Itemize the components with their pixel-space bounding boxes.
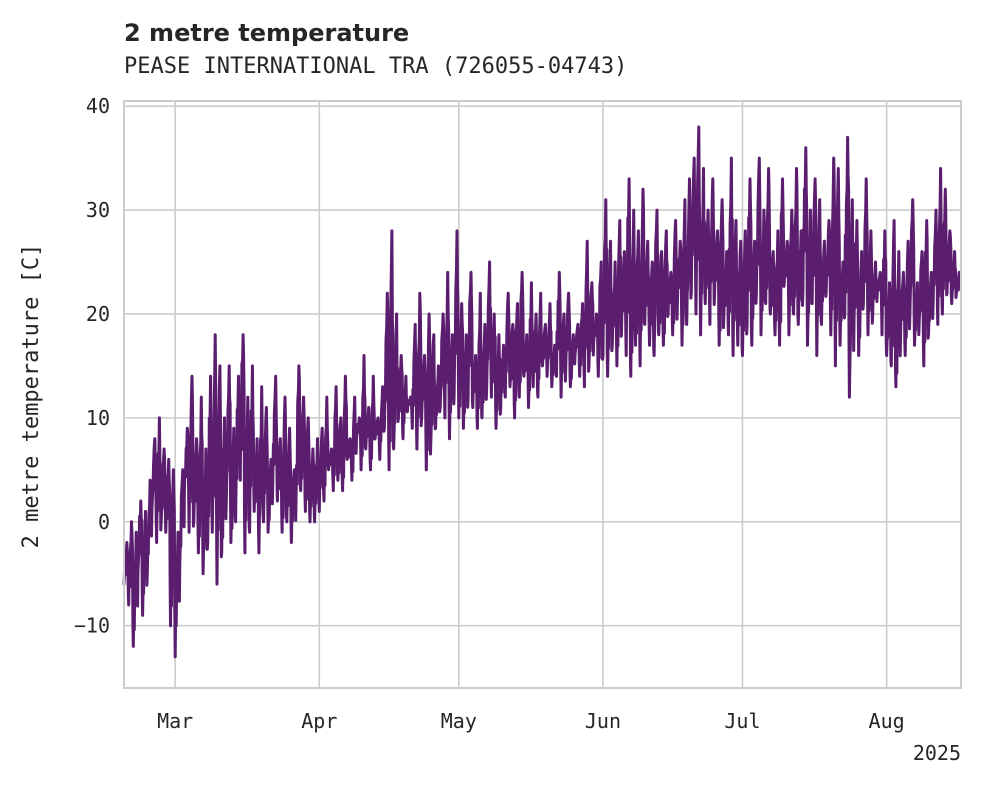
plot-frame [123, 100, 962, 689]
x-tick-label: May [441, 709, 477, 733]
y-tick-label: 20 [86, 302, 110, 326]
x-tick-label: Apr [301, 709, 337, 733]
x-axis-ticks: Mar Apr May Jun Jul Aug [157, 709, 905, 733]
x-axis-year-label: 2025 [913, 741, 961, 765]
y-tick-label: 30 [86, 198, 110, 222]
y-tick-label: −10 [74, 614, 110, 638]
y-tick-label: 40 [86, 94, 110, 118]
y-tick-label: 10 [86, 406, 110, 430]
x-tick-label: Jul [724, 709, 760, 733]
x-tick-label: Aug [869, 709, 905, 733]
chart-title: 2 metre temperature [124, 19, 409, 47]
y-tick-label: 0 [98, 510, 110, 534]
x-tick-label: Jun [585, 709, 621, 733]
x-tick-label: Mar [157, 709, 193, 733]
y-axis-ticks: −10 0 10 20 30 40 [74, 94, 110, 637]
series-group [122, 125, 963, 659]
chart-subtitle: PEASE INTERNATIONAL TRA (726055-04743) [124, 54, 627, 79]
temperature-series-line [122, 125, 963, 659]
y-axis-label: 2 metre temperature [C] [19, 244, 44, 549]
